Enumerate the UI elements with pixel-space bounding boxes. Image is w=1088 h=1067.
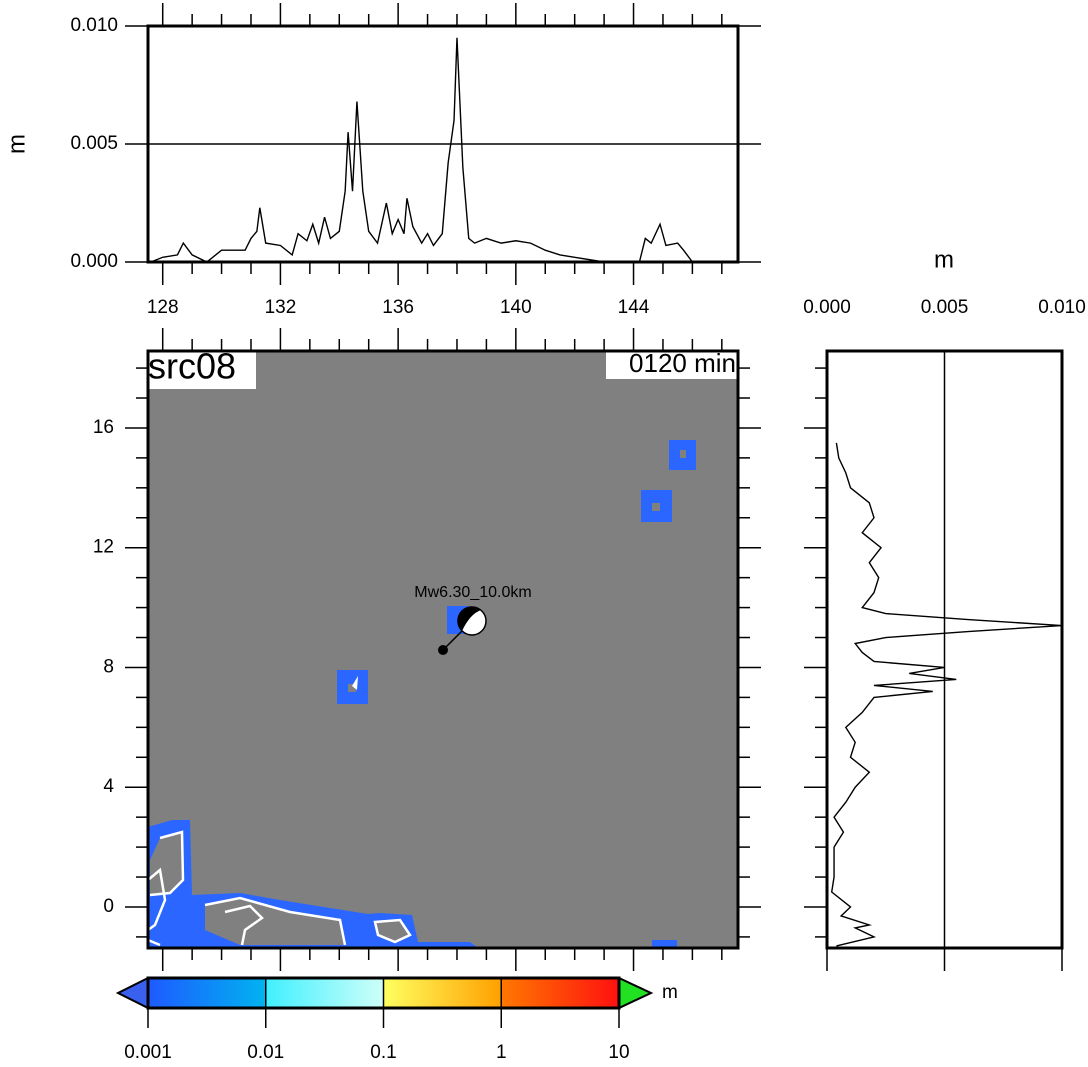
x-tick-label: 128: [147, 297, 179, 318]
profile-line: [830, 442, 1063, 947]
cell-highlight: [352, 676, 358, 690]
colorbar-tick-label: 0.001: [124, 1042, 172, 1063]
colorbar-segment: [501, 978, 620, 1008]
map-layer: [147, 351, 738, 948]
plot-frame: [146, 349, 740, 950]
map-subtitle: 0120 min: [629, 348, 736, 378]
profile-line: [150, 37, 693, 263]
x-tick-label: 0.005: [921, 297, 969, 318]
plot-frame: [146, 24, 740, 264]
y-tick-label: 8: [103, 656, 114, 677]
x-tick-label: 140: [500, 297, 532, 318]
title-box: [146, 351, 256, 389]
y-tick-label: 16: [93, 417, 114, 438]
y-tick-label: 12: [93, 537, 114, 558]
plot-frame: [825, 349, 1064, 950]
x-tick-label: 136: [382, 297, 414, 318]
y-tick-label: 0.000: [70, 251, 118, 272]
x-axis-label: m: [934, 246, 954, 273]
y-tick-label: 0.005: [70, 133, 118, 154]
colorbar-over: [618, 976, 654, 1010]
colorbar-tick-label: 10: [608, 1042, 629, 1063]
x-tick-label: 0.010: [1038, 297, 1086, 318]
colorbar-tick-label: 0.1: [370, 1042, 396, 1063]
land: [150, 450, 686, 945]
colorbar-tick-label: 1: [496, 1042, 507, 1063]
coastline: [147, 830, 412, 947]
y-axis-label: m: [3, 134, 30, 154]
colorbar-label: m: [662, 982, 678, 1003]
x-tick-label: 144: [618, 297, 650, 318]
x-tick-label: 132: [265, 297, 297, 318]
colorbar-segment: [265, 978, 384, 1008]
colorbar-tick-label: 0.01: [247, 1042, 284, 1063]
x-tick-label: 0.000: [803, 297, 851, 318]
y-tick-label: 0.010: [70, 15, 118, 36]
y-tick-label: 0: [103, 896, 114, 917]
subtitle-box: [606, 351, 738, 379]
colorbar-segment: [148, 978, 267, 1008]
colorbar-segment: [383, 978, 502, 1008]
colorbar-under: [115, 976, 149, 1010]
beachball: [457, 606, 487, 636]
epicenter: [438, 645, 448, 655]
y-tick-label: 4: [103, 776, 114, 797]
annotation: Mw6.30_10.0km: [414, 584, 531, 601]
